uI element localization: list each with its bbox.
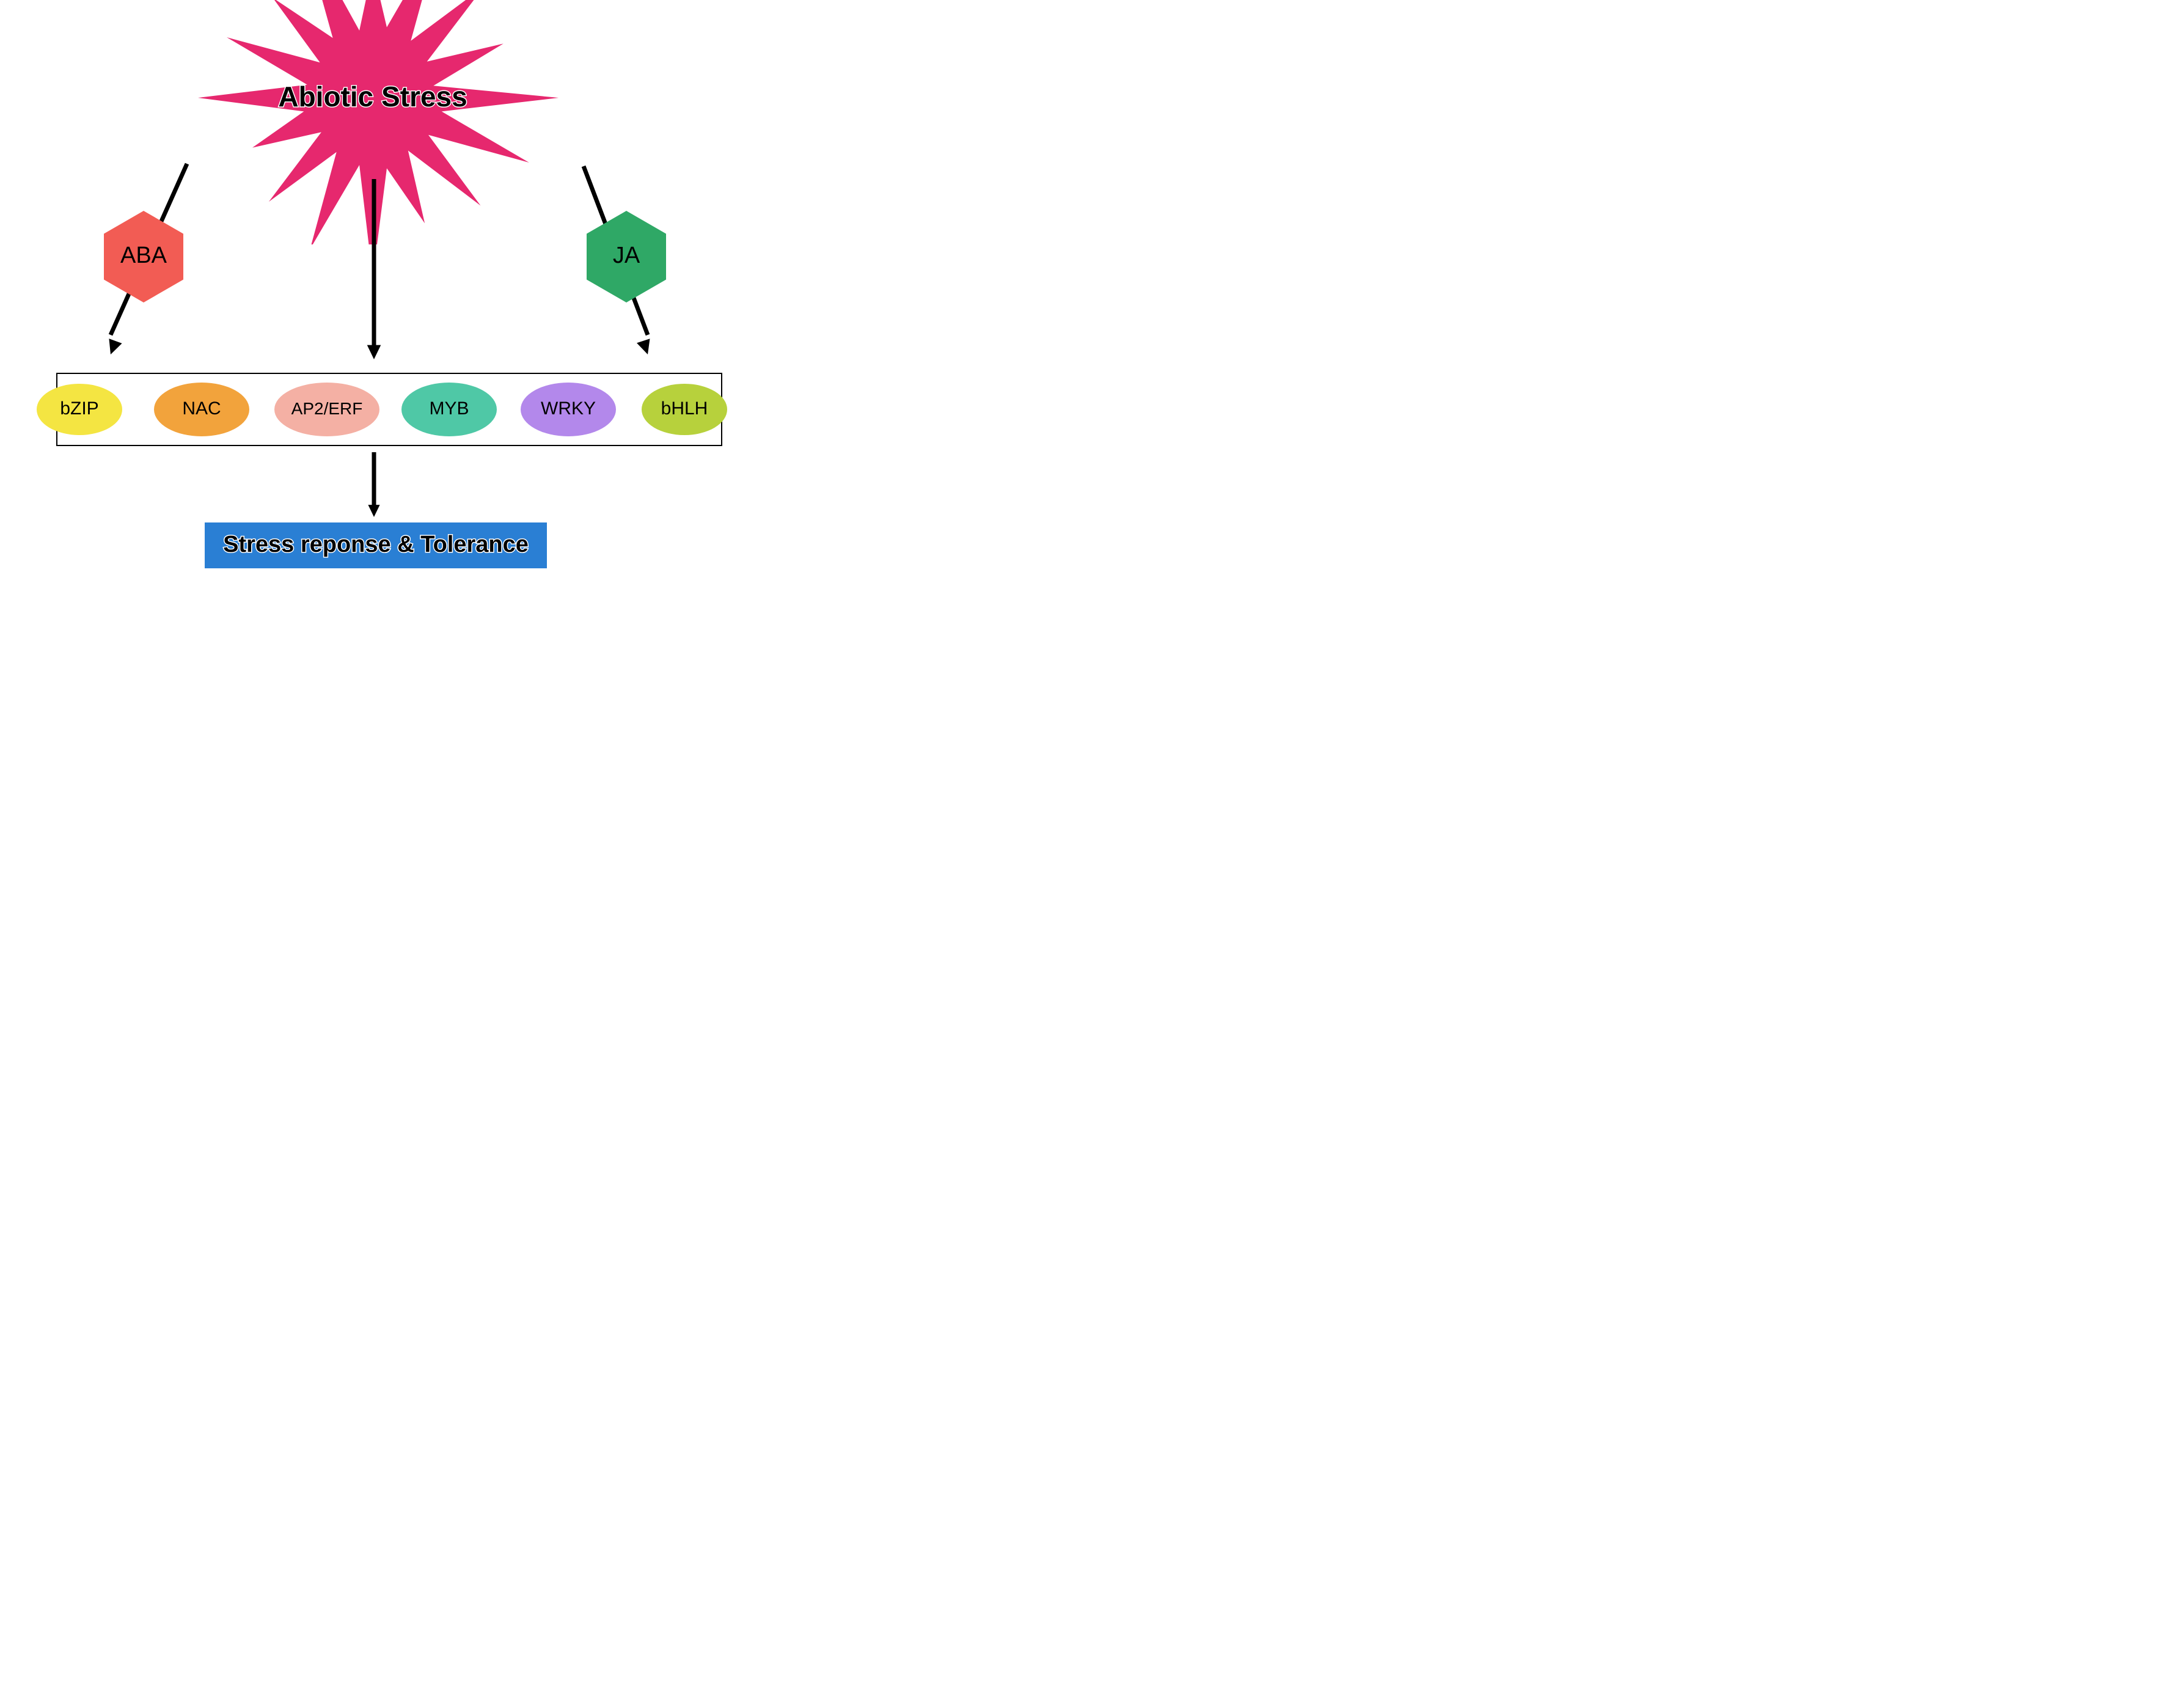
ja-label: JA xyxy=(581,243,672,269)
output-label: Stress reponse & Tolerance xyxy=(205,532,547,558)
diagram-canvas: Abiotic Stress ABAJA bZIPNACAP2/ERFMYBWR… xyxy=(0,0,776,611)
bhlh-label: bHLH xyxy=(642,398,727,419)
myb-label: MYB xyxy=(401,398,497,419)
aba-label: ABA xyxy=(98,243,189,269)
nac-label: NAC xyxy=(154,398,249,419)
wrky-label: WRKY xyxy=(521,398,616,419)
ap2-label: AP2/ERF xyxy=(274,399,379,419)
bzip-label: bZIP xyxy=(37,398,122,419)
hormone-hexagons xyxy=(0,0,776,367)
